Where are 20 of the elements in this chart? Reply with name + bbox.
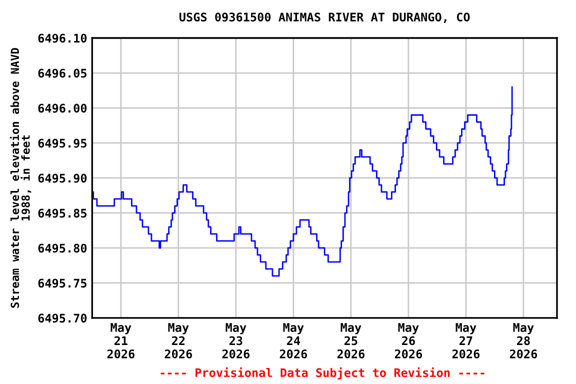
y-tick-label: 6496.00 <box>38 104 87 113</box>
x-tick-label: May 25 2026 <box>337 323 365 358</box>
y-tick-label: 6496.05 <box>38 68 86 78</box>
x-tick-label: May 22 2026 <box>164 323 192 358</box>
y-tick-label: 6495.90 <box>38 174 87 183</box>
y-tick-label: 6496.10 <box>38 34 87 43</box>
x-tick-label: May 21 2026 <box>107 323 134 358</box>
text: ---- Provisional Data Subject to Revision ---- <box>160 367 484 380</box>
y-tick-label: 6495.80 <box>38 244 87 253</box>
y-tick-label: 6495.75 <box>38 278 86 288</box>
x-tick-label: May 26 2026 <box>394 323 422 358</box>
x-tick-label: May 23 2026 <box>222 323 250 358</box>
x-tick-label: May 28 2026 <box>510 323 538 358</box>
y-tick-label: 6495.85 <box>38 208 86 218</box>
y-tick-label: 6495.95 <box>38 138 86 148</box>
x-tick-label: May 24 2026 <box>280 323 308 358</box>
chart-title: USGS 09361500 ANIMAS RIVER AT DURANGO, CO <box>179 12 470 24</box>
y-axis-title: Stream water level elevation above NAVD 1988, in feet <box>10 48 32 308</box>
x-tick-label: May 27 2026 <box>452 323 480 358</box>
y-tick-label: 6495.70 <box>38 314 87 323</box>
